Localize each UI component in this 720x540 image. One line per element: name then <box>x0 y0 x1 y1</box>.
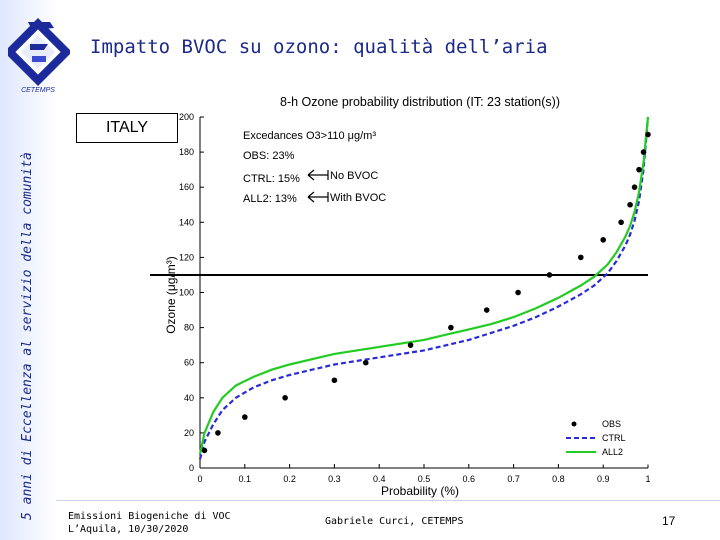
annot-no-bvoc: No BVOC <box>330 170 378 182</box>
obs-point <box>631 184 638 190</box>
x-tick-label: 0.5 <box>418 474 431 484</box>
series-markers-obs <box>201 131 651 454</box>
chart-container: 8-h Ozone probability distribution (IT: … <box>110 90 670 504</box>
obs-point <box>331 377 338 384</box>
legend-obs-label: OBS <box>602 419 621 429</box>
obs-point <box>201 447 208 454</box>
x-tick-label: 0.8 <box>552 474 565 484</box>
obs-point <box>636 166 642 173</box>
arrow-icon-with-bvoc <box>307 191 329 203</box>
y-tick-label: 160 <box>179 182 194 192</box>
footer-event-title: Emissioni Biogeniche di VOC <box>68 511 231 522</box>
page-number: 17 <box>662 514 676 528</box>
x-tick-label: 0.7 <box>507 474 520 484</box>
obs-point <box>578 254 584 261</box>
annot-ctrl: CTRL: 15% <box>243 173 300 185</box>
y-tick-label: 0 <box>189 463 194 473</box>
y-tick-label: 60 <box>184 358 194 368</box>
region-label: ITALY <box>76 113 178 143</box>
legend-ctrl-label: CTRL <box>602 433 626 443</box>
obs-point <box>483 307 490 313</box>
obs-point <box>282 395 288 401</box>
y-tick-label: 200 <box>179 112 194 122</box>
obs-point <box>600 237 606 243</box>
x-tick-label: 0.4 <box>373 474 386 484</box>
obs-point <box>618 219 624 226</box>
obs-point <box>362 359 369 366</box>
footer-divider <box>56 500 720 501</box>
series-line-ctrl <box>198 116 650 460</box>
y-tick-label: 180 <box>179 147 194 157</box>
obs-point <box>546 272 553 278</box>
annot-obs: OBS: 23% <box>243 150 295 162</box>
x-tick-label: 0 <box>197 474 202 484</box>
obs-point <box>640 149 647 155</box>
x-tick-label: 0.1 <box>239 474 252 484</box>
slide-title: Impatto BVOC su ozono: qualità dell’aria <box>90 36 548 58</box>
legend: OBS CTRL ALL2 <box>561 413 651 465</box>
obs-point <box>515 289 521 296</box>
x-tick-label: 0.6 <box>463 474 476 484</box>
x-axis-label: Probability (%) <box>381 484 459 498</box>
y-tick-label: 120 <box>179 252 194 262</box>
obs-point <box>627 201 633 208</box>
chart-title: 8-h Ozone probability distribution (IT: … <box>280 95 560 109</box>
series-line-all2 <box>198 116 650 455</box>
footer-event-place-date: L’Aquila, 10/30/2020 <box>68 524 189 535</box>
logo-caption: CETEMPS <box>21 87 55 94</box>
annot-with-bvoc: With BVOC <box>330 192 386 204</box>
annot-exceedances: Excedances O3>110 μg/m³ <box>243 130 376 142</box>
annot-all2: ALL2: 13% <box>243 193 297 205</box>
axes-group: 0 0.1 0.2 0.3 0.4 0.5 0.6 0.7 0.8 0.9 1 0 20 40 60 80 10… <box>179 112 651 484</box>
obs-point <box>448 324 454 331</box>
sidebar-motto: 5 anni di Eccellenza al servizio della c… <box>20 152 35 520</box>
footer-author: Gabriele Curci, CETEMPS <box>325 516 464 527</box>
obs-point <box>407 342 414 348</box>
obs-point <box>215 430 221 436</box>
x-tick-label: 0.9 <box>597 474 610 484</box>
x-tick-label: 0.3 <box>328 474 341 484</box>
cetemps-logo: CETEMPS <box>4 14 72 94</box>
y-tick-label: 20 <box>184 428 194 438</box>
legend-all2-label: ALL2 <box>602 447 623 457</box>
sidebar-strip <box>0 0 56 540</box>
obs-point <box>645 131 651 138</box>
legend-obs-marker <box>571 421 577 427</box>
y-tick-label: 140 <box>179 217 194 227</box>
footer-event: Emissioni Biogeniche di VOC L’Aquila, 10… <box>68 510 231 536</box>
x-tick-label: 0.2 <box>283 474 296 484</box>
x-tick-label: 1 <box>645 474 650 484</box>
y-axis-label: Ozone (μg/m³) <box>164 256 178 334</box>
obs-point <box>242 414 248 420</box>
y-tick-label: 80 <box>184 323 194 333</box>
y-tick-label: 40 <box>184 393 194 403</box>
arrow-icon-no-bvoc <box>307 169 329 181</box>
y-tick-label: 100 <box>179 288 194 298</box>
